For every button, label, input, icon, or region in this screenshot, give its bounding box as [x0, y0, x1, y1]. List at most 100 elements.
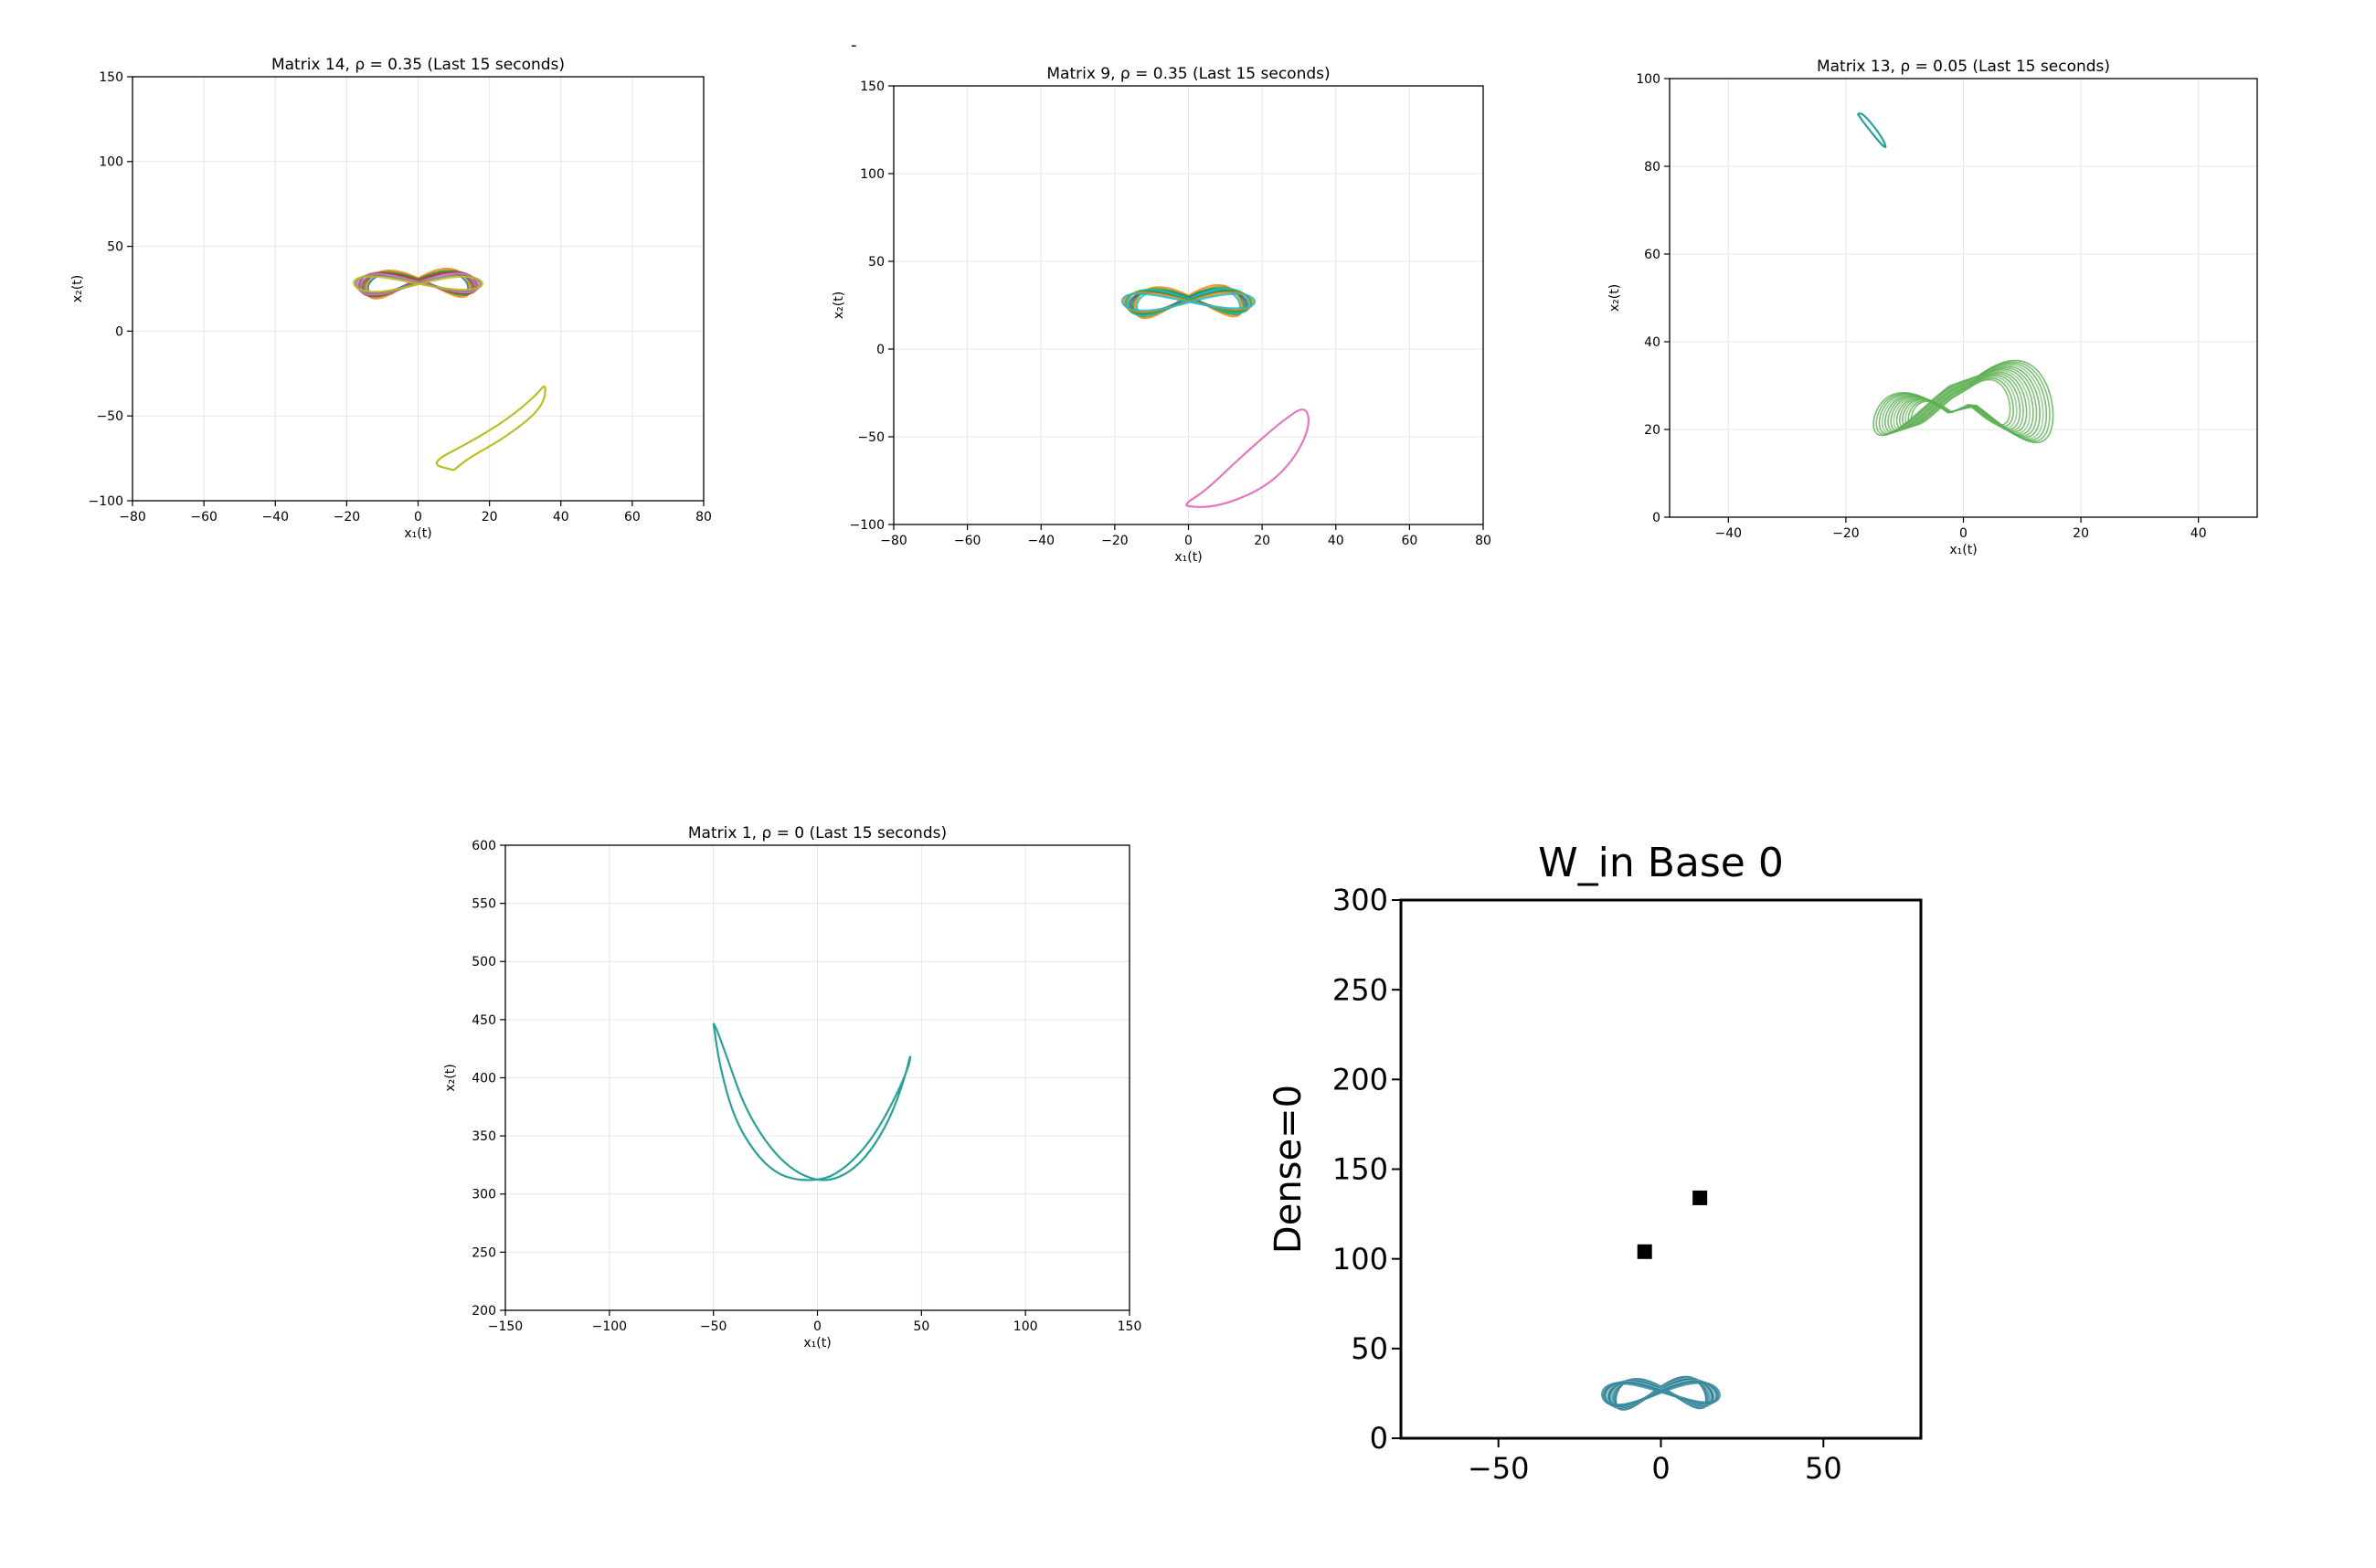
- y-tick-label: 450: [472, 1013, 496, 1028]
- y-tick-label: −50: [857, 430, 885, 445]
- x-tick-label: 100: [1013, 1319, 1038, 1334]
- x-tick-label: −50: [1468, 1451, 1530, 1486]
- chart-panel-3: Matrix 13, ρ = 0.05 (Last 15 seconds) x₁…: [1607, 58, 2258, 557]
- y-axis-label-1: x₂(t): [70, 275, 85, 302]
- plot-area: [712, 1022, 912, 1181]
- chart-title-2: Matrix 9, ρ = 0.35 (Last 15 seconds): [1046, 65, 1330, 83]
- y-tick-label: 150: [1332, 1152, 1388, 1187]
- x-tick-label: −80: [119, 510, 146, 524]
- x-tick-label: 40: [1328, 534, 1344, 548]
- x-axis-label-3: x₁(t): [1949, 543, 1977, 557]
- x-tick-label: 0: [414, 510, 422, 524]
- y-tick-label: 0: [115, 324, 123, 339]
- x-tick-label: −40: [261, 510, 289, 524]
- x-tick-label: −50: [700, 1319, 727, 1334]
- y-axis-label-2: x₂(t): [832, 291, 846, 319]
- y-tick-label: 50: [107, 240, 123, 255]
- y-tick-label: 550: [472, 897, 496, 912]
- y-tick-label: 350: [472, 1129, 496, 1144]
- axes-frame: [1399, 898, 1923, 1440]
- x-tick-label: 20: [482, 510, 498, 524]
- x-tick-label: 0: [1184, 534, 1193, 548]
- y-tick-label: 100: [860, 167, 885, 182]
- y-tick-label: 300: [472, 1188, 496, 1202]
- y-tick-label: 80: [1644, 160, 1660, 175]
- chart-title-5: W_in Base 0: [1538, 840, 1784, 886]
- x-tick-label: 20: [1254, 534, 1270, 548]
- y-tick-label: 250: [472, 1245, 496, 1260]
- x-tick-label: −20: [334, 510, 361, 524]
- x-tick-label: 150: [1118, 1319, 1142, 1334]
- chart-panel-4: Matrix 1, ρ = 0 (Last 15 seconds) x₁(t) …: [443, 824, 1141, 1351]
- y-tick-label: 60: [1644, 248, 1660, 262]
- x-tick-label: −60: [190, 510, 217, 524]
- series-line: [1185, 408, 1310, 508]
- series-line: [1872, 359, 2054, 444]
- y-axis-label-5: Dense=0: [1268, 1085, 1310, 1254]
- series-line: [353, 275, 483, 293]
- chart-panel-1: Matrix 14, ρ = 0.35 (Last 15 seconds) x₁…: [70, 56, 712, 541]
- x-tick-label: 40: [553, 510, 569, 524]
- y-tick-label: 250: [1332, 972, 1388, 1007]
- y-axis-label-3: x₂(t): [1607, 284, 1622, 312]
- y-tick-label: −50: [96, 409, 123, 424]
- x-tick-label: −20: [1101, 534, 1129, 548]
- scatter-point: [1637, 1244, 1652, 1259]
- x-axis-label-2: x₁(t): [1174, 550, 1202, 565]
- y-tick-label: 100: [99, 155, 123, 170]
- y-tick-label: 600: [472, 839, 496, 853]
- x-tick-label: 40: [2190, 526, 2207, 541]
- y-tick-label: 100: [1636, 72, 1660, 87]
- series-line: [1856, 112, 1887, 149]
- x-tick-label: 80: [1475, 534, 1491, 548]
- chart-title-3: Matrix 13, ρ = 0.05 (Last 15 seconds): [1817, 58, 2110, 76]
- x-tick-label: 20: [2073, 526, 2089, 541]
- y-axis-label-4: x₂(t): [443, 1064, 458, 1091]
- x-tick-label: −150: [488, 1319, 523, 1334]
- chart-title-4: Matrix 1, ρ = 0 (Last 15 seconds): [688, 824, 947, 842]
- chart-panel-5: W_in Base 0 Dense=0 −50 0 50 0 50 100 150 200 25…: [1268, 840, 1923, 1486]
- x-tick-label: 50: [913, 1319, 929, 1334]
- y-tick-label: 150: [99, 70, 123, 85]
- y-tick-label: 300: [1332, 883, 1388, 917]
- x-tick-label: 0: [1651, 1451, 1670, 1486]
- y-tick-label: −100: [89, 494, 123, 509]
- plot-area: [1601, 1190, 1721, 1411]
- y-tick-label: 400: [472, 1071, 496, 1086]
- chart-panel-2: Matrix 9, ρ = 0.35 (Last 15 seconds) x₁(…: [832, 65, 1491, 565]
- chart-title-1: Matrix 14, ρ = 0.35 (Last 15 seconds): [271, 56, 565, 74]
- series-line: [1120, 292, 1257, 312]
- x-tick-label: −40: [1715, 526, 1743, 541]
- y-tick-label: 100: [1332, 1242, 1388, 1277]
- y-tick-label: 0: [1370, 1421, 1388, 1456]
- scatter-point: [1692, 1190, 1708, 1205]
- x-tick-label: −100: [592, 1319, 627, 1334]
- y-tick-label: 0: [1652, 511, 1660, 525]
- x-tick-label: 50: [1805, 1451, 1842, 1486]
- y-tick-label: 50: [868, 255, 885, 270]
- y-tick-label: 500: [472, 955, 496, 969]
- x-axis-label-1: x₁(t): [404, 526, 431, 541]
- y-tick-label: 50: [1351, 1331, 1388, 1366]
- plot-area: [1856, 112, 2054, 444]
- x-tick-label: 60: [1401, 534, 1417, 548]
- plot-area: [1120, 284, 1310, 508]
- y-tick-label: 20: [1644, 423, 1660, 438]
- series-line: [435, 385, 546, 471]
- x-axis-label-4: x₁(t): [803, 1336, 831, 1351]
- stray-mark: -: [851, 36, 857, 55]
- x-tick-label: 0: [813, 1319, 822, 1334]
- y-tick-label: −100: [850, 518, 885, 533]
- y-tick-label: 40: [1644, 335, 1660, 350]
- series-line: [712, 1022, 912, 1181]
- y-tick-label: 0: [876, 343, 885, 357]
- x-tick-label: −60: [954, 534, 981, 548]
- x-tick-label: −80: [880, 534, 907, 548]
- y-tick-label: 150: [860, 79, 885, 94]
- x-tick-label: −20: [1832, 526, 1860, 541]
- series-line: [1601, 1381, 1721, 1407]
- plot-area: [353, 267, 546, 471]
- x-tick-label: −40: [1027, 534, 1055, 548]
- x-tick-label: 80: [695, 510, 712, 524]
